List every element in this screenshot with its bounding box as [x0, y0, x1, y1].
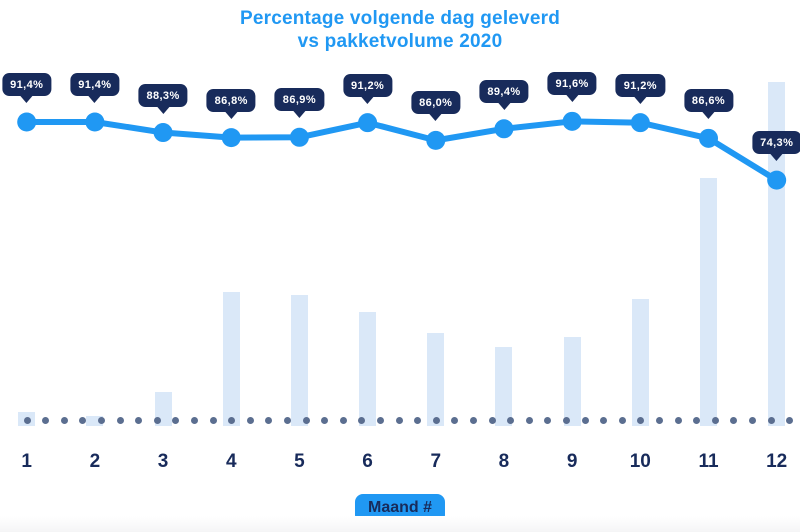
axis-dot	[302, 416, 310, 424]
data-point-marker	[494, 119, 514, 139]
volume-bar	[86, 415, 104, 426]
axis-dot	[562, 416, 570, 424]
axis-dot	[283, 416, 291, 424]
data-point-marker	[153, 123, 173, 143]
axis-dot	[414, 416, 422, 424]
x-tick-label: 8	[498, 451, 510, 472]
data-label-tooltip: 91,4%	[70, 73, 120, 96]
x-tick-label: 7	[430, 451, 442, 472]
volume-bar	[631, 298, 649, 426]
volume-bar	[427, 333, 445, 426]
x-tick-label: 3	[157, 451, 169, 472]
data-label-tooltip: 74,3%	[752, 131, 800, 155]
volume-bar	[222, 291, 240, 426]
axis-dot	[339, 416, 347, 424]
axis-dot	[79, 416, 87, 424]
x-tick-label: 10	[629, 451, 651, 472]
axis-dot	[786, 416, 794, 424]
data-label-tooltip: 86,6%	[683, 89, 734, 113]
axis-dot	[42, 416, 50, 424]
axis-dot	[693, 416, 701, 424]
axis-dot	[153, 416, 161, 424]
data-point-marker	[85, 112, 105, 132]
axis-dot	[60, 416, 68, 424]
x-axis-label-chip: Maand #	[354, 494, 446, 523]
data-label-tooltip: 91,4%	[2, 73, 52, 96]
data-label-tooltip: 86,9%	[274, 88, 325, 112]
x-tick-label: 11	[698, 451, 719, 472]
data-label-tooltip: 86,8%	[206, 88, 256, 112]
x-tick-label: 5	[294, 451, 305, 472]
axis-dot	[748, 416, 756, 424]
chart-title-line2: vs pakketvolume 2020	[297, 31, 503, 52]
axis-dot	[581, 416, 589, 424]
volume-bar	[359, 312, 377, 426]
data-label-tooltip: 88,3%	[138, 83, 188, 107]
axis-dot	[432, 416, 440, 424]
axis-dot	[730, 416, 738, 424]
axis-dot	[469, 416, 477, 424]
data-point-marker	[562, 111, 582, 131]
axis-dot	[655, 416, 663, 424]
data-label-tooltip: 91,2%	[615, 73, 665, 97]
x-tick-label: 12	[766, 451, 788, 472]
axis-dot	[376, 416, 384, 424]
axis-dot	[228, 416, 236, 424]
axis-dot	[209, 416, 217, 424]
data-label-tooltip: 89,4%	[479, 79, 529, 103]
data-point-marker	[630, 113, 650, 133]
data-label-tooltip: 86,0%	[411, 91, 461, 115]
axis-dot	[507, 416, 515, 424]
data-point-marker	[699, 128, 718, 148]
data-point-marker	[358, 113, 378, 133]
data-point-marker	[289, 127, 309, 147]
axis-dot	[190, 416, 198, 424]
volume-bar	[563, 336, 581, 426]
x-tick-label: 1	[21, 451, 32, 472]
chart-title: Percentage volgende dag geleverd vs pakk…	[0, 7, 800, 53]
axis-dot	[544, 416, 552, 424]
axis-dot	[674, 416, 682, 424]
axis-dot	[618, 416, 626, 424]
axis-dot	[395, 416, 403, 424]
volume-bar	[290, 295, 308, 426]
axis-dot	[637, 416, 645, 424]
axis-dot	[97, 416, 105, 424]
x-tick-label: 2	[89, 451, 101, 472]
percentage-line	[23, 118, 780, 184]
axis-dot	[23, 416, 31, 424]
axis-dot	[358, 416, 366, 424]
axis-dot	[711, 416, 719, 424]
axis-dot	[116, 416, 124, 424]
axis-dot	[451, 416, 459, 424]
axis-dot	[600, 416, 608, 424]
axis-dot	[488, 416, 496, 424]
axis-dot	[172, 416, 180, 424]
x-tick-label: 9	[566, 451, 578, 472]
data-point-marker	[767, 170, 787, 190]
data-label-tooltip: 91,6%	[547, 72, 597, 96]
volume-bar	[495, 346, 513, 426]
x-tick-label: 4	[225, 451, 237, 472]
axis-dot	[265, 416, 273, 424]
data-point-marker	[426, 130, 446, 150]
x-tick-label: 6	[362, 451, 373, 472]
axis-dot	[246, 416, 254, 424]
axis-dot	[767, 416, 775, 424]
data-point-marker	[221, 128, 241, 148]
data-label-tooltip: 91,2%	[342, 73, 393, 97]
chart-title-line1: Percentage volgende dag geleverd	[239, 8, 560, 29]
axis-dot	[135, 416, 143, 424]
volume-bar	[768, 82, 786, 426]
data-point-marker	[17, 112, 37, 132]
axis-dot	[321, 416, 329, 424]
volume-bar	[700, 178, 717, 426]
axis-dot	[525, 416, 533, 424]
